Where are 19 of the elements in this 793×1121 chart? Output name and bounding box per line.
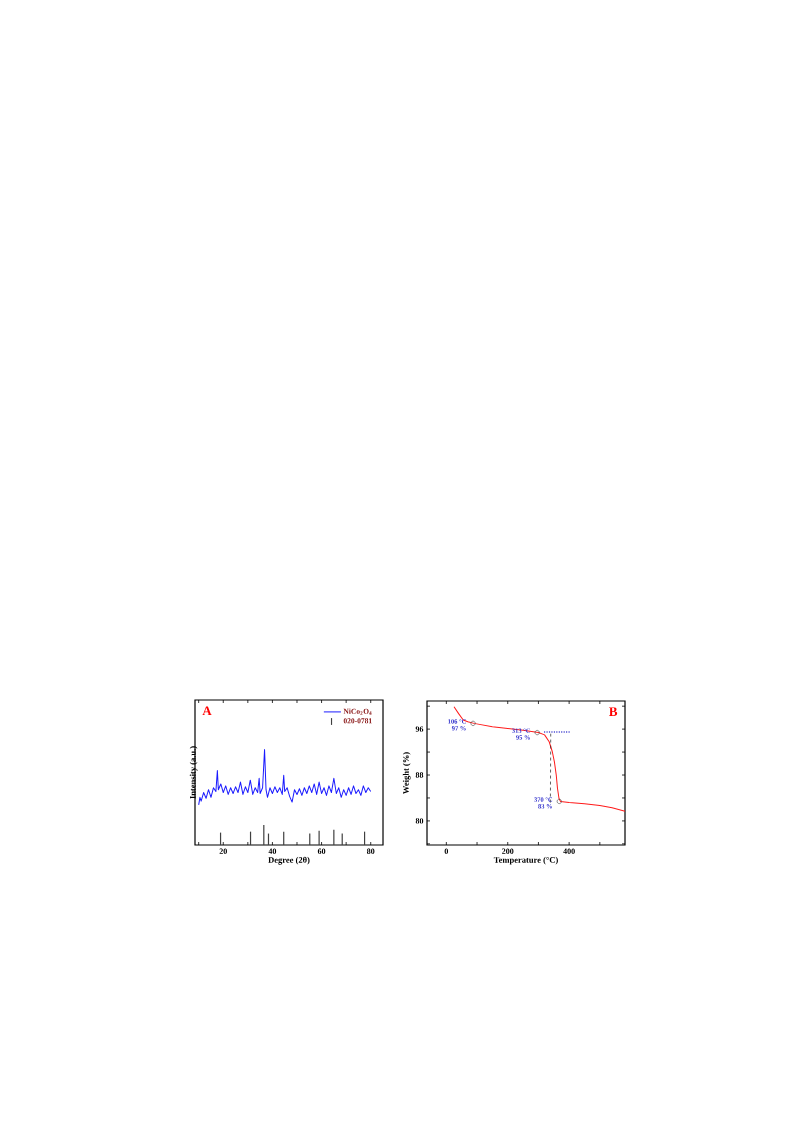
x-axis-title: Degree (2θ) xyxy=(268,856,310,865)
x-tick-label: 0 xyxy=(444,848,449,854)
y-tick-label: 96 xyxy=(415,726,424,732)
x-tick-label: 20 xyxy=(219,848,227,854)
chart-title: A xyxy=(202,706,212,716)
x-axis-title: Temperature (°C) xyxy=(493,856,558,865)
y-tick-label: 88 xyxy=(415,772,424,778)
x-tick-label: 80 xyxy=(366,848,375,854)
x-tick-label: 400 xyxy=(563,848,575,854)
point xyxy=(470,720,476,726)
point xyxy=(556,798,562,804)
y-axis-title: Intensity (a.u.) xyxy=(189,746,198,799)
point xyxy=(534,730,540,736)
x-tick-label: 60 xyxy=(317,848,326,854)
y-tick-label: 80 xyxy=(415,818,424,824)
x-tick-label: 40 xyxy=(268,848,277,854)
chart-title: B xyxy=(609,707,618,716)
y-axis-title: Weight (%) xyxy=(402,752,411,795)
x-tick-label: 200 xyxy=(502,848,514,854)
